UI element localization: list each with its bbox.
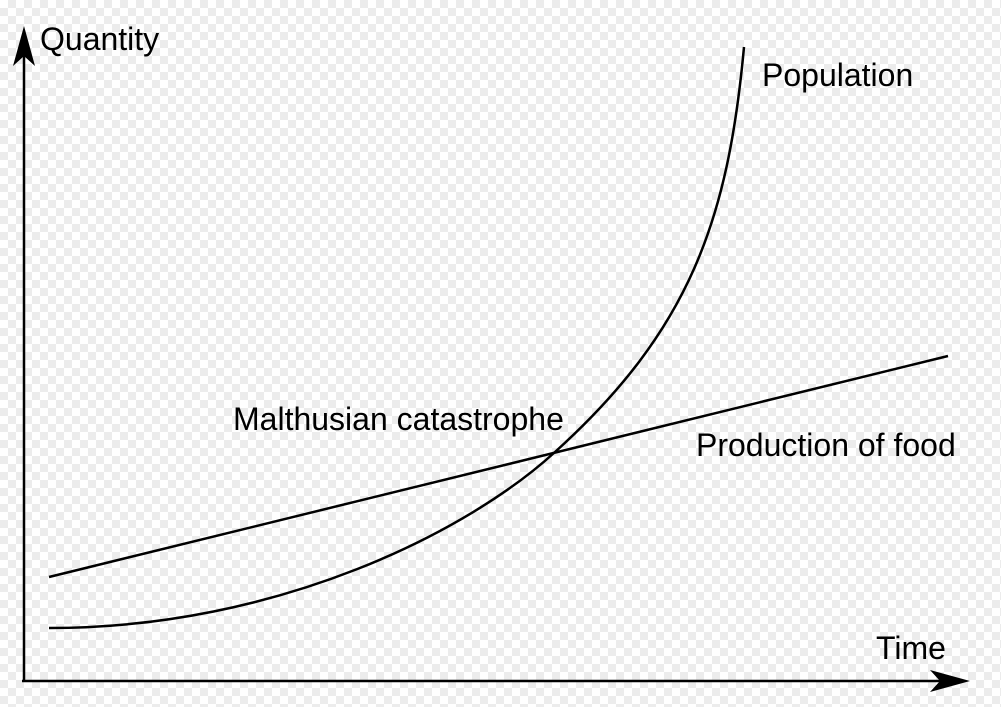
series-population-curve <box>48 46 746 630</box>
y-axis-label: Quantity <box>40 21 159 57</box>
series-population-label: Population <box>762 57 913 93</box>
x-axis-label: Time <box>876 630 946 666</box>
series-production-of-food-label: Production of food <box>696 427 956 463</box>
x-axis-arrowhead <box>930 670 970 692</box>
axes <box>13 26 970 692</box>
y-axis-arrowhead <box>13 26 35 66</box>
annotation-malthusian-catastrophe: Malthusian catastrophe <box>233 401 564 437</box>
series-production-of-food-line <box>48 354 949 579</box>
